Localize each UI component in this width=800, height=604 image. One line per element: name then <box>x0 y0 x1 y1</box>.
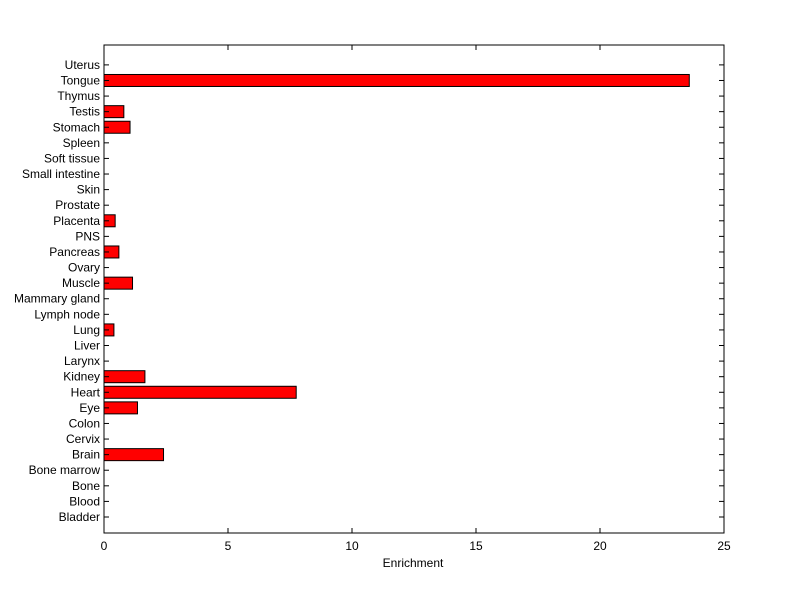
y-tick-label: Placenta <box>53 214 100 228</box>
y-tick-label: Spleen <box>63 136 100 150</box>
x-tick-label: 10 <box>345 539 359 553</box>
y-tick-label: Kidney <box>63 370 100 384</box>
y-tick-label: Brain <box>72 448 100 462</box>
y-tick-label: Bladder <box>59 510 100 524</box>
y-tick-label: Ovary <box>68 261 100 275</box>
y-tick-label: Soft tissue <box>44 151 100 165</box>
y-tick-label: Muscle <box>62 276 100 290</box>
y-tick-label: Lymph node <box>34 307 100 321</box>
x-tick-label: 0 <box>101 539 108 553</box>
y-tick-label: Small intestine <box>22 167 100 181</box>
y-tick-label: Lung <box>73 323 100 337</box>
y-tick-label: Liver <box>74 339 100 353</box>
y-tick-label: Testis <box>69 105 100 119</box>
y-tick-label: Blood <box>69 494 100 508</box>
bar <box>103 385 297 399</box>
y-tick-label: Larynx <box>64 354 100 368</box>
y-tick-label: Prostate <box>55 198 100 212</box>
x-tick-label: 20 <box>593 539 607 553</box>
y-tick-label: PNS <box>75 229 100 243</box>
bar <box>103 448 165 462</box>
x-tick-label: 5 <box>225 539 232 553</box>
axes-frame <box>103 44 725 534</box>
y-tick-label: Pancreas <box>49 245 100 259</box>
y-tick-label: Thymus <box>57 89 100 103</box>
bar <box>103 370 146 384</box>
bar <box>103 73 690 87</box>
bar <box>103 401 138 415</box>
y-tick-label: Bone marrow <box>29 463 101 477</box>
y-tick-label: Eye <box>79 401 100 415</box>
y-tick-label: Skin <box>77 183 100 197</box>
y-tick-label: Colon <box>69 416 100 430</box>
x-tick-label: 25 <box>717 539 731 553</box>
y-tick-label: Cervix <box>66 432 100 446</box>
y-tick-label: Stomach <box>53 120 100 134</box>
x-axis-label: Enrichment <box>383 556 444 570</box>
y-tick-label: Mammary gland <box>14 292 100 306</box>
bars-layer <box>103 73 690 462</box>
y-tick-label: Uterus <box>65 58 100 72</box>
y-tick-label: Bone <box>72 479 100 493</box>
ticks-layer <box>103 45 725 533</box>
x-tick-label: 15 <box>469 539 483 553</box>
y-tick-label: Heart <box>71 385 101 399</box>
y-tick-label: Tongue <box>61 73 101 87</box>
